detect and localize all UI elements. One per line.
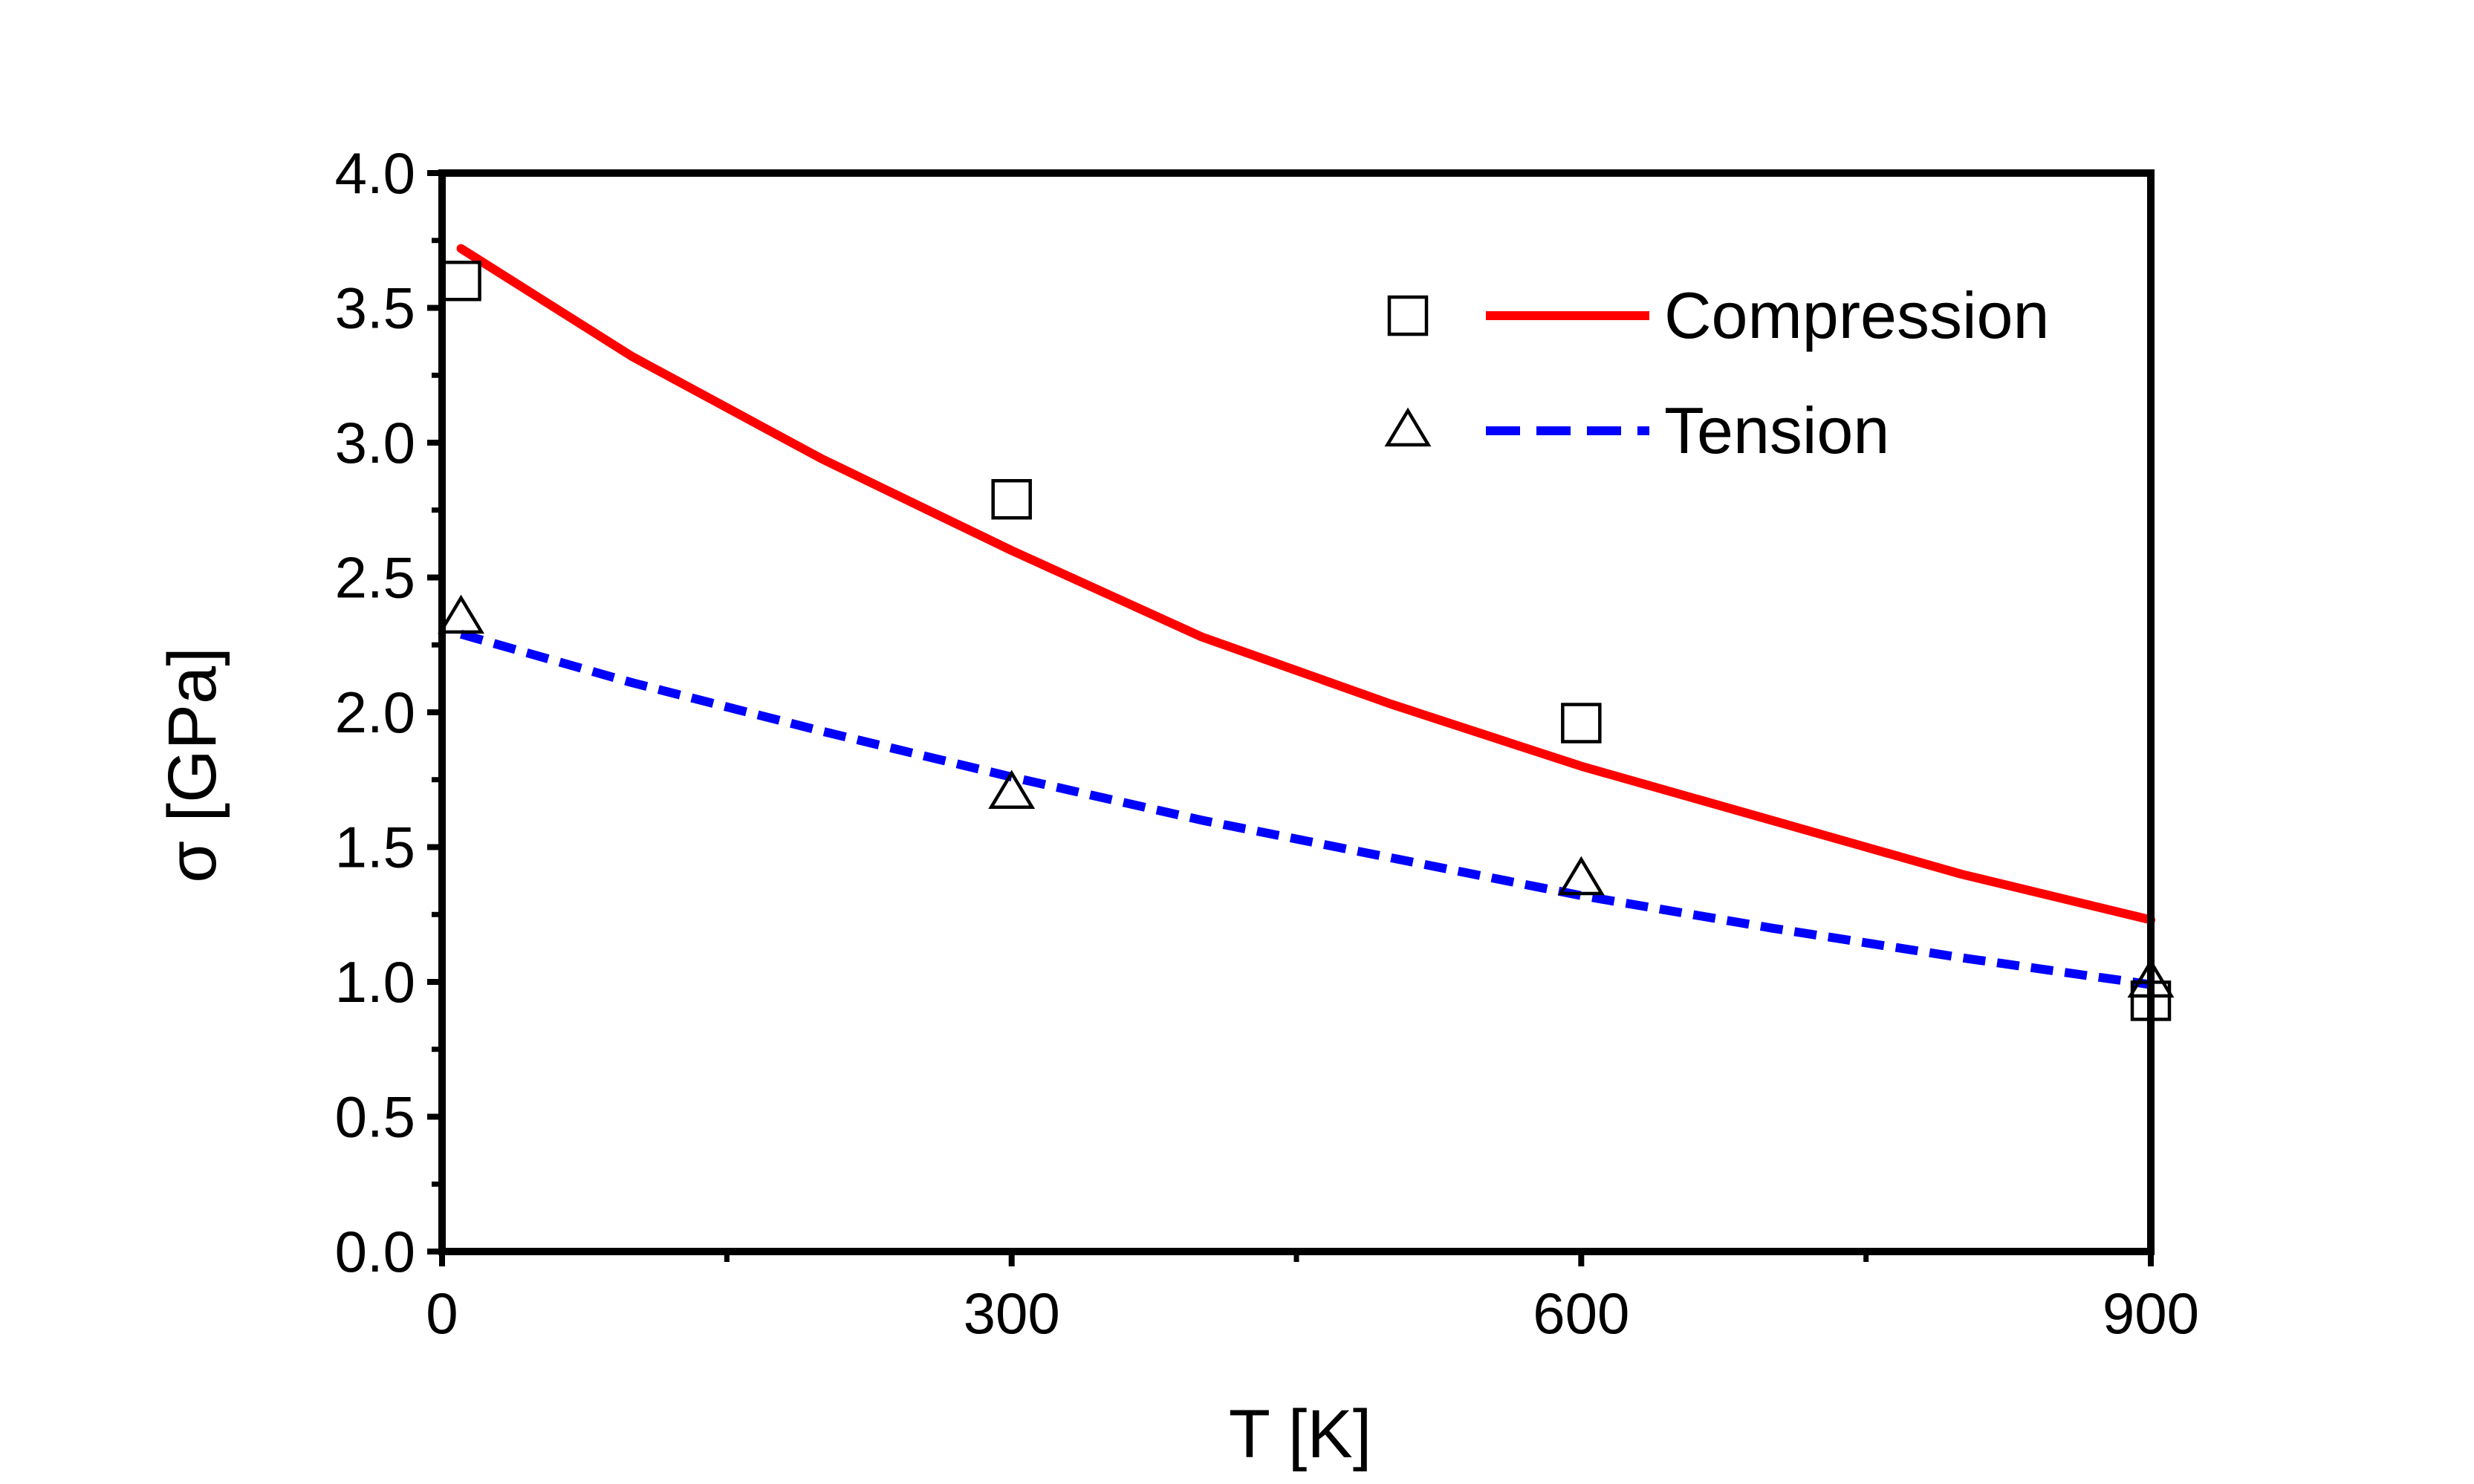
x-tick-label: 0 xyxy=(426,1280,458,1346)
data-point-tension xyxy=(1557,856,1605,896)
legend-label-tension: Tension xyxy=(1664,394,1889,467)
data-point-compression xyxy=(1561,703,1602,743)
y-tick-label: 2.0 xyxy=(335,680,415,745)
series-line-tension xyxy=(459,629,2152,989)
legend-label-compression: Compression xyxy=(1664,279,2049,352)
x-axis-title: T [K] xyxy=(1229,1396,1372,1472)
data-point-compression xyxy=(991,478,1032,520)
data-point-tension xyxy=(438,594,485,634)
y-tick-label: 4.0 xyxy=(335,140,415,206)
legend: Compression Tension xyxy=(1384,279,2049,467)
y-tick-label: 2.5 xyxy=(335,545,415,611)
y-axis-title: σ [GPa] xyxy=(155,647,230,883)
axes: 0.0 0.5 1.0 1.5 2.0 2.5 3.0 3.5 4.0 0 300 600 900 xyxy=(335,140,2200,1346)
x-tick-label: 300 xyxy=(964,1280,1060,1346)
x-tick-label: 600 xyxy=(1533,1280,1629,1346)
y-tick-label: 3.5 xyxy=(335,276,415,341)
legend-marker-tension xyxy=(1384,407,1432,447)
y-tick-label: 1.5 xyxy=(335,815,415,880)
y-tick-label: 1.0 xyxy=(335,949,415,1015)
y-tick-label: 0.5 xyxy=(335,1084,415,1150)
data-point-tension xyxy=(988,769,1036,810)
y-tick-label: 3.0 xyxy=(335,410,415,475)
y-tick-label: 0.0 xyxy=(335,1219,415,1284)
legend-marker-compression xyxy=(1387,295,1429,336)
x-tick-label: 900 xyxy=(2103,1280,2199,1346)
series-line-compression xyxy=(456,244,2155,925)
